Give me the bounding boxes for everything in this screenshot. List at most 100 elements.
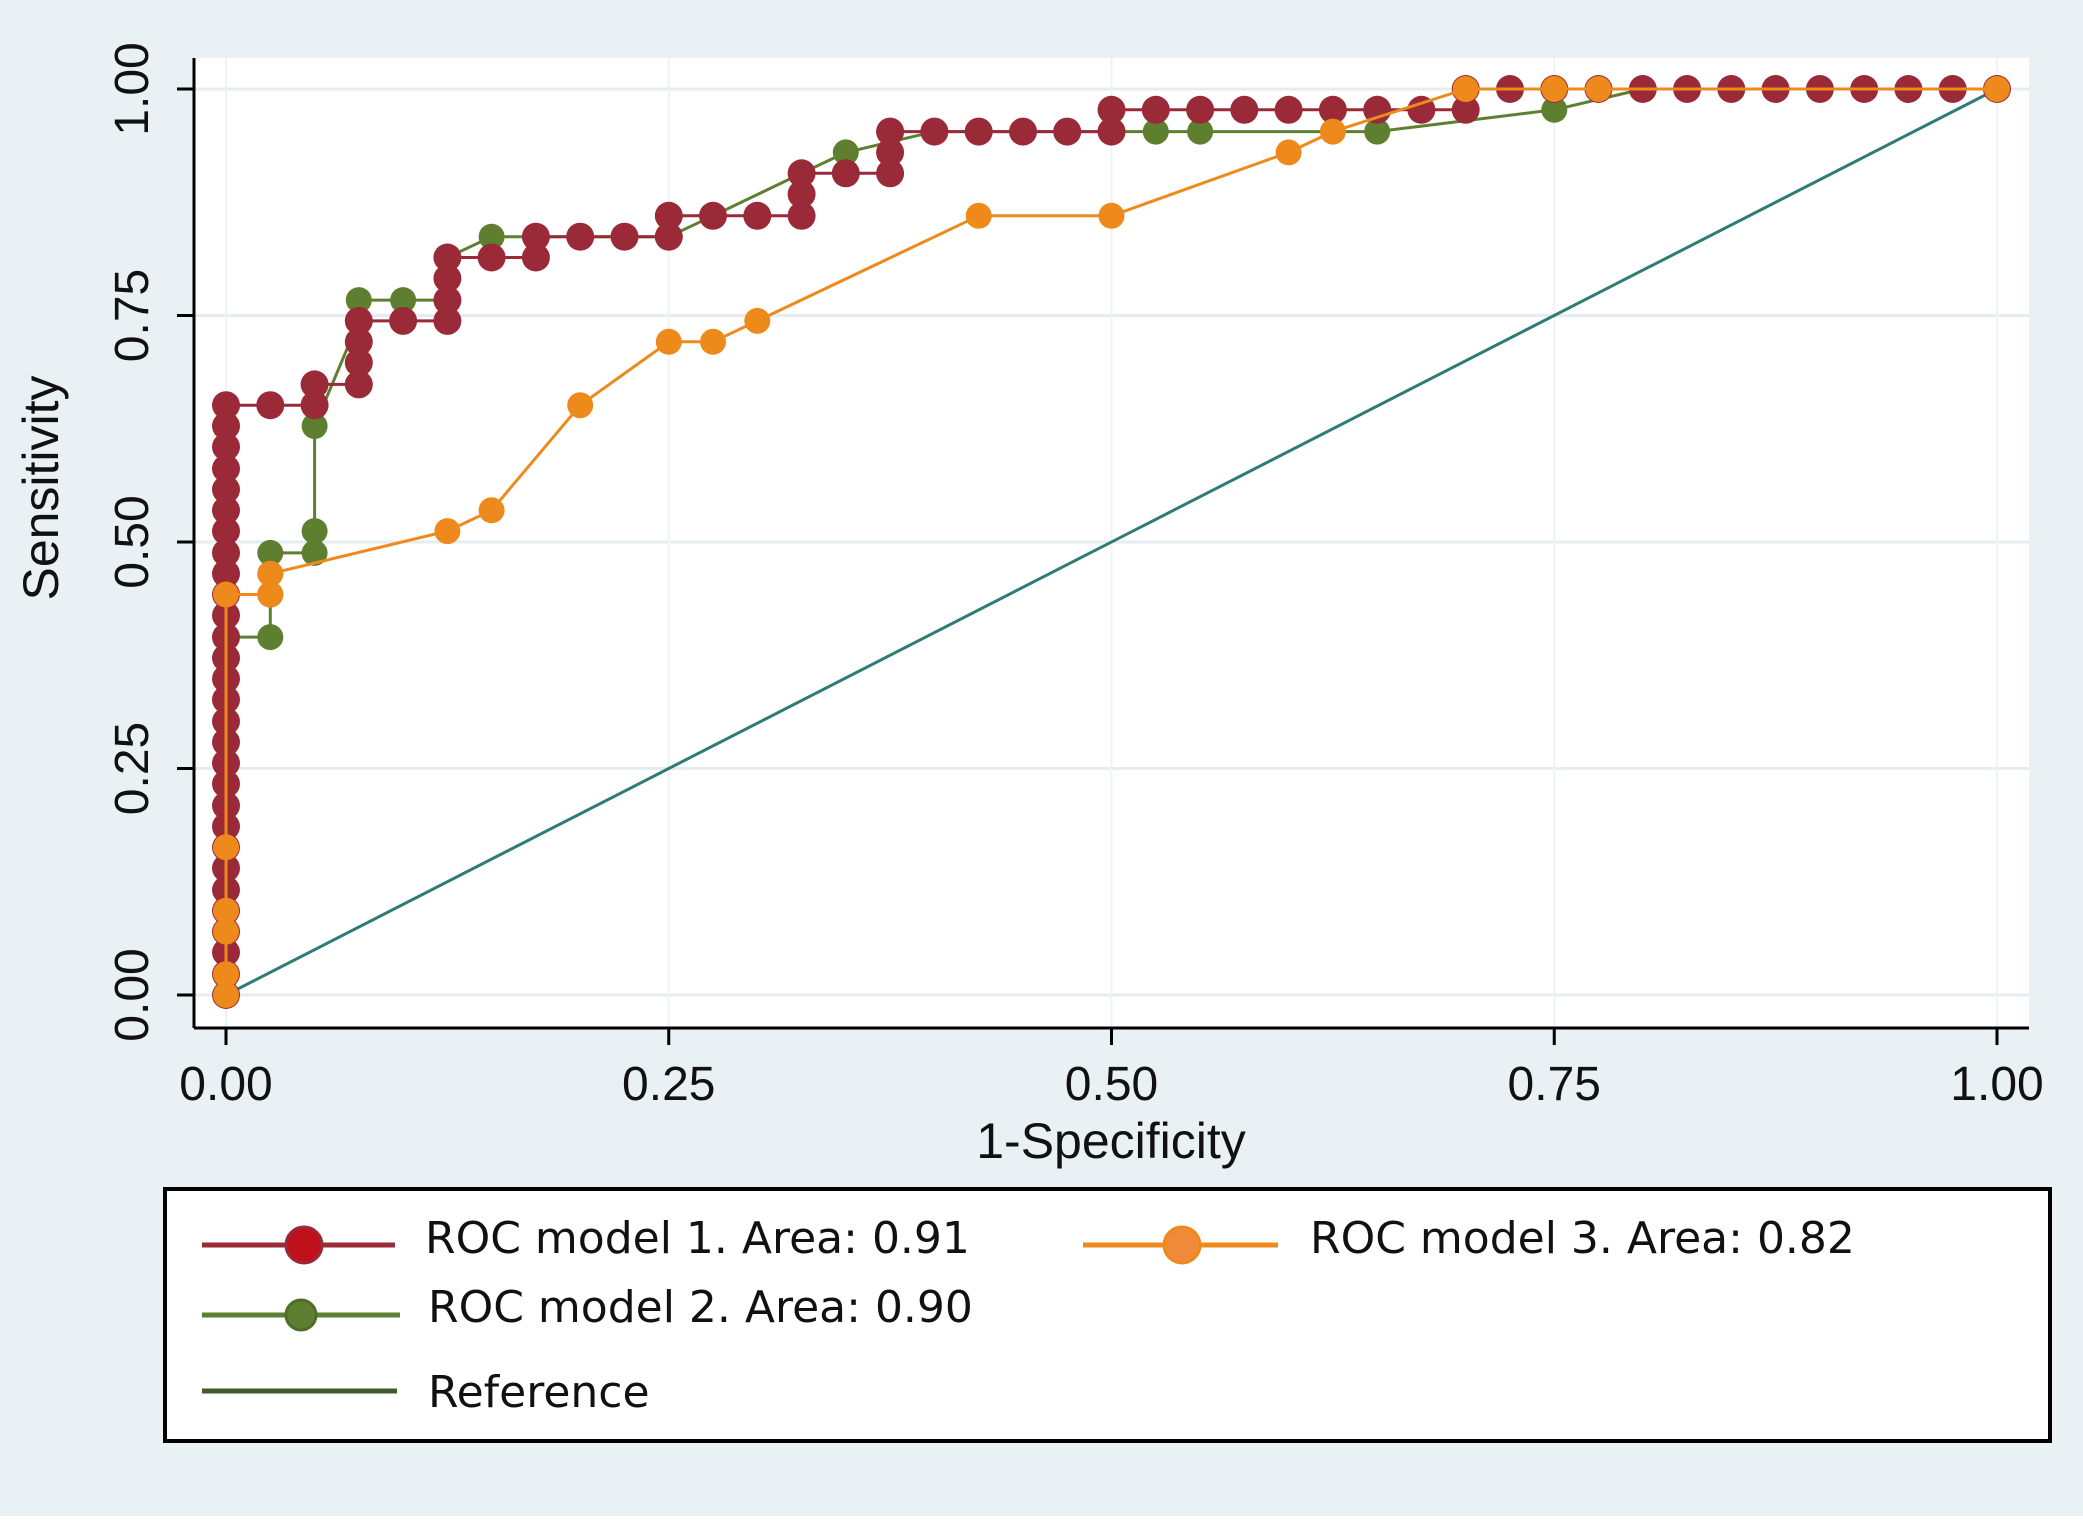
point-model-1-25 [212, 454, 240, 483]
legend-label-model-3: ROC model 3. Area: 0.82 [1310, 1213, 1855, 1264]
point-model-1-37 [433, 306, 462, 335]
point-model-2-22 [301, 539, 328, 566]
point-model-1-51 [787, 180, 816, 209]
point-model-1-24 [212, 475, 240, 504]
tick-labels: 0.00 0.25 0.50 0.75 1.00 0.00 0.25 0.50 0.75 1.00 [106, 42, 2044, 1111]
point-model-1-36 [389, 306, 418, 335]
point-model-1-54 [876, 159, 905, 188]
point-model-1-57 [920, 117, 949, 146]
point-model-2-40 [1142, 118, 1169, 145]
point-model-1-20 [212, 559, 240, 588]
legend-label-model-2: ROC model 2. Area: 0.90 [428, 1282, 973, 1333]
point-model-2-37 [832, 139, 859, 166]
point-model-1-32 [344, 370, 373, 399]
point-model-2-21 [257, 539, 284, 566]
point-model-1-29 [256, 391, 285, 420]
point-model-3-0 [213, 982, 239, 1008]
point-model-2-24 [301, 413, 328, 439]
x-tick-label-1: 0.25 [622, 1058, 715, 1111]
series-line-model-3 [224, 87, 1997, 995]
point-model-1-43 [521, 222, 550, 251]
point-model-2-43 [1541, 96, 1568, 123]
point-model-3-20 [1585, 76, 1612, 102]
point-model-1-55 [876, 138, 905, 167]
series-layer [212, 75, 2011, 1009]
point-model-2-42 [1364, 118, 1391, 145]
point-model-3-18 [1452, 76, 1479, 102]
legend-marker-model-3 [1162, 1225, 1202, 1265]
point-model-3-11 [655, 328, 682, 355]
y-axis-title: Sensitivity [13, 375, 69, 600]
series-model-3 [213, 76, 2010, 1008]
point-model-2-30 [478, 223, 505, 250]
point-model-1-70 [1451, 95, 1480, 124]
point-model-1-61 [1097, 117, 1126, 146]
point-model-1-35 [344, 306, 373, 335]
point-model-1-44 [566, 222, 595, 251]
point-model-1-64 [1186, 95, 1215, 124]
legend-box [163, 1187, 2052, 1443]
point-model-3-21 [1984, 76, 2010, 102]
legend-label-model-1: ROC model 1. Area: 0.91 [425, 1213, 970, 1264]
point-model-3-16 [1275, 139, 1302, 166]
point-model-1-49 [743, 201, 772, 230]
point-model-3-19 [1541, 76, 1568, 102]
point-model-3-9 [478, 497, 505, 524]
point-model-3-7 [257, 560, 284, 587]
y-tick-label-3: 0.75 [106, 269, 159, 362]
point-model-3-5 [213, 581, 239, 608]
point-model-1-60 [1053, 117, 1082, 146]
point-model-2-41 [1187, 118, 1214, 145]
point-model-1-40 [433, 243, 462, 272]
point-model-1-30 [300, 391, 329, 420]
point-model-3-14 [965, 202, 992, 229]
point-model-3-4 [213, 834, 239, 861]
point-model-1-56 [876, 117, 905, 146]
point-model-1-63 [1141, 95, 1170, 124]
point-model-1-38 [433, 286, 462, 315]
point-model-2-26 [345, 287, 372, 314]
x-tick-label-3: 0.75 [1508, 1058, 1601, 1111]
point-model-1-39 [433, 264, 462, 293]
legend: ROC model 1. Area: 0.91 ROC model 3. Are… [163, 1187, 2052, 1443]
point-model-3-8 [434, 518, 461, 545]
x-tick-label-4: 1.00 [1950, 1058, 2043, 1111]
point-model-3-3 [213, 897, 239, 924]
series-line-reference [225, 87, 1998, 997]
point-model-1-50 [787, 201, 816, 230]
point-model-2-18 [257, 624, 284, 651]
x-axis-title: 1-Specificity [976, 1113, 1246, 1169]
point-model-1-58 [964, 117, 993, 146]
x-tick-label-2: 0.50 [1065, 1058, 1158, 1111]
point-model-3-2 [213, 918, 239, 945]
point-model-1-47 [654, 201, 683, 230]
point-model-1-62 [1097, 95, 1126, 124]
point-model-1-48 [699, 201, 727, 230]
point-model-3-6 [257, 581, 284, 608]
point-model-3-10 [567, 392, 594, 419]
axes [177, 58, 2029, 1045]
legend-label-reference: Reference [428, 1367, 650, 1418]
point-model-1-31 [300, 370, 329, 399]
point-model-3-15 [1098, 202, 1125, 229]
point-model-1-69 [1407, 95, 1436, 124]
point-model-1-53 [831, 159, 860, 188]
x-tick-label-0: 0.00 [179, 1058, 272, 1111]
point-model-1-33 [344, 348, 373, 377]
point-model-1-41 [477, 243, 506, 272]
point-model-1-52 [787, 159, 816, 188]
point-model-1-65 [1230, 95, 1259, 124]
point-model-1-46 [654, 222, 683, 251]
point-model-3-17 [1319, 118, 1346, 145]
y-tick-label-1: 0.25 [106, 722, 159, 815]
point-model-1-66 [1274, 95, 1303, 124]
point-model-3-1 [213, 961, 239, 988]
point-model-2-27 [390, 287, 417, 314]
point-model-1-28 [212, 391, 240, 420]
point-model-1-26 [212, 432, 240, 461]
point-model-3-12 [700, 328, 726, 355]
point-model-1-21 [212, 538, 240, 567]
point-model-1-23 [212, 496, 240, 525]
point-model-1-45 [610, 222, 639, 251]
